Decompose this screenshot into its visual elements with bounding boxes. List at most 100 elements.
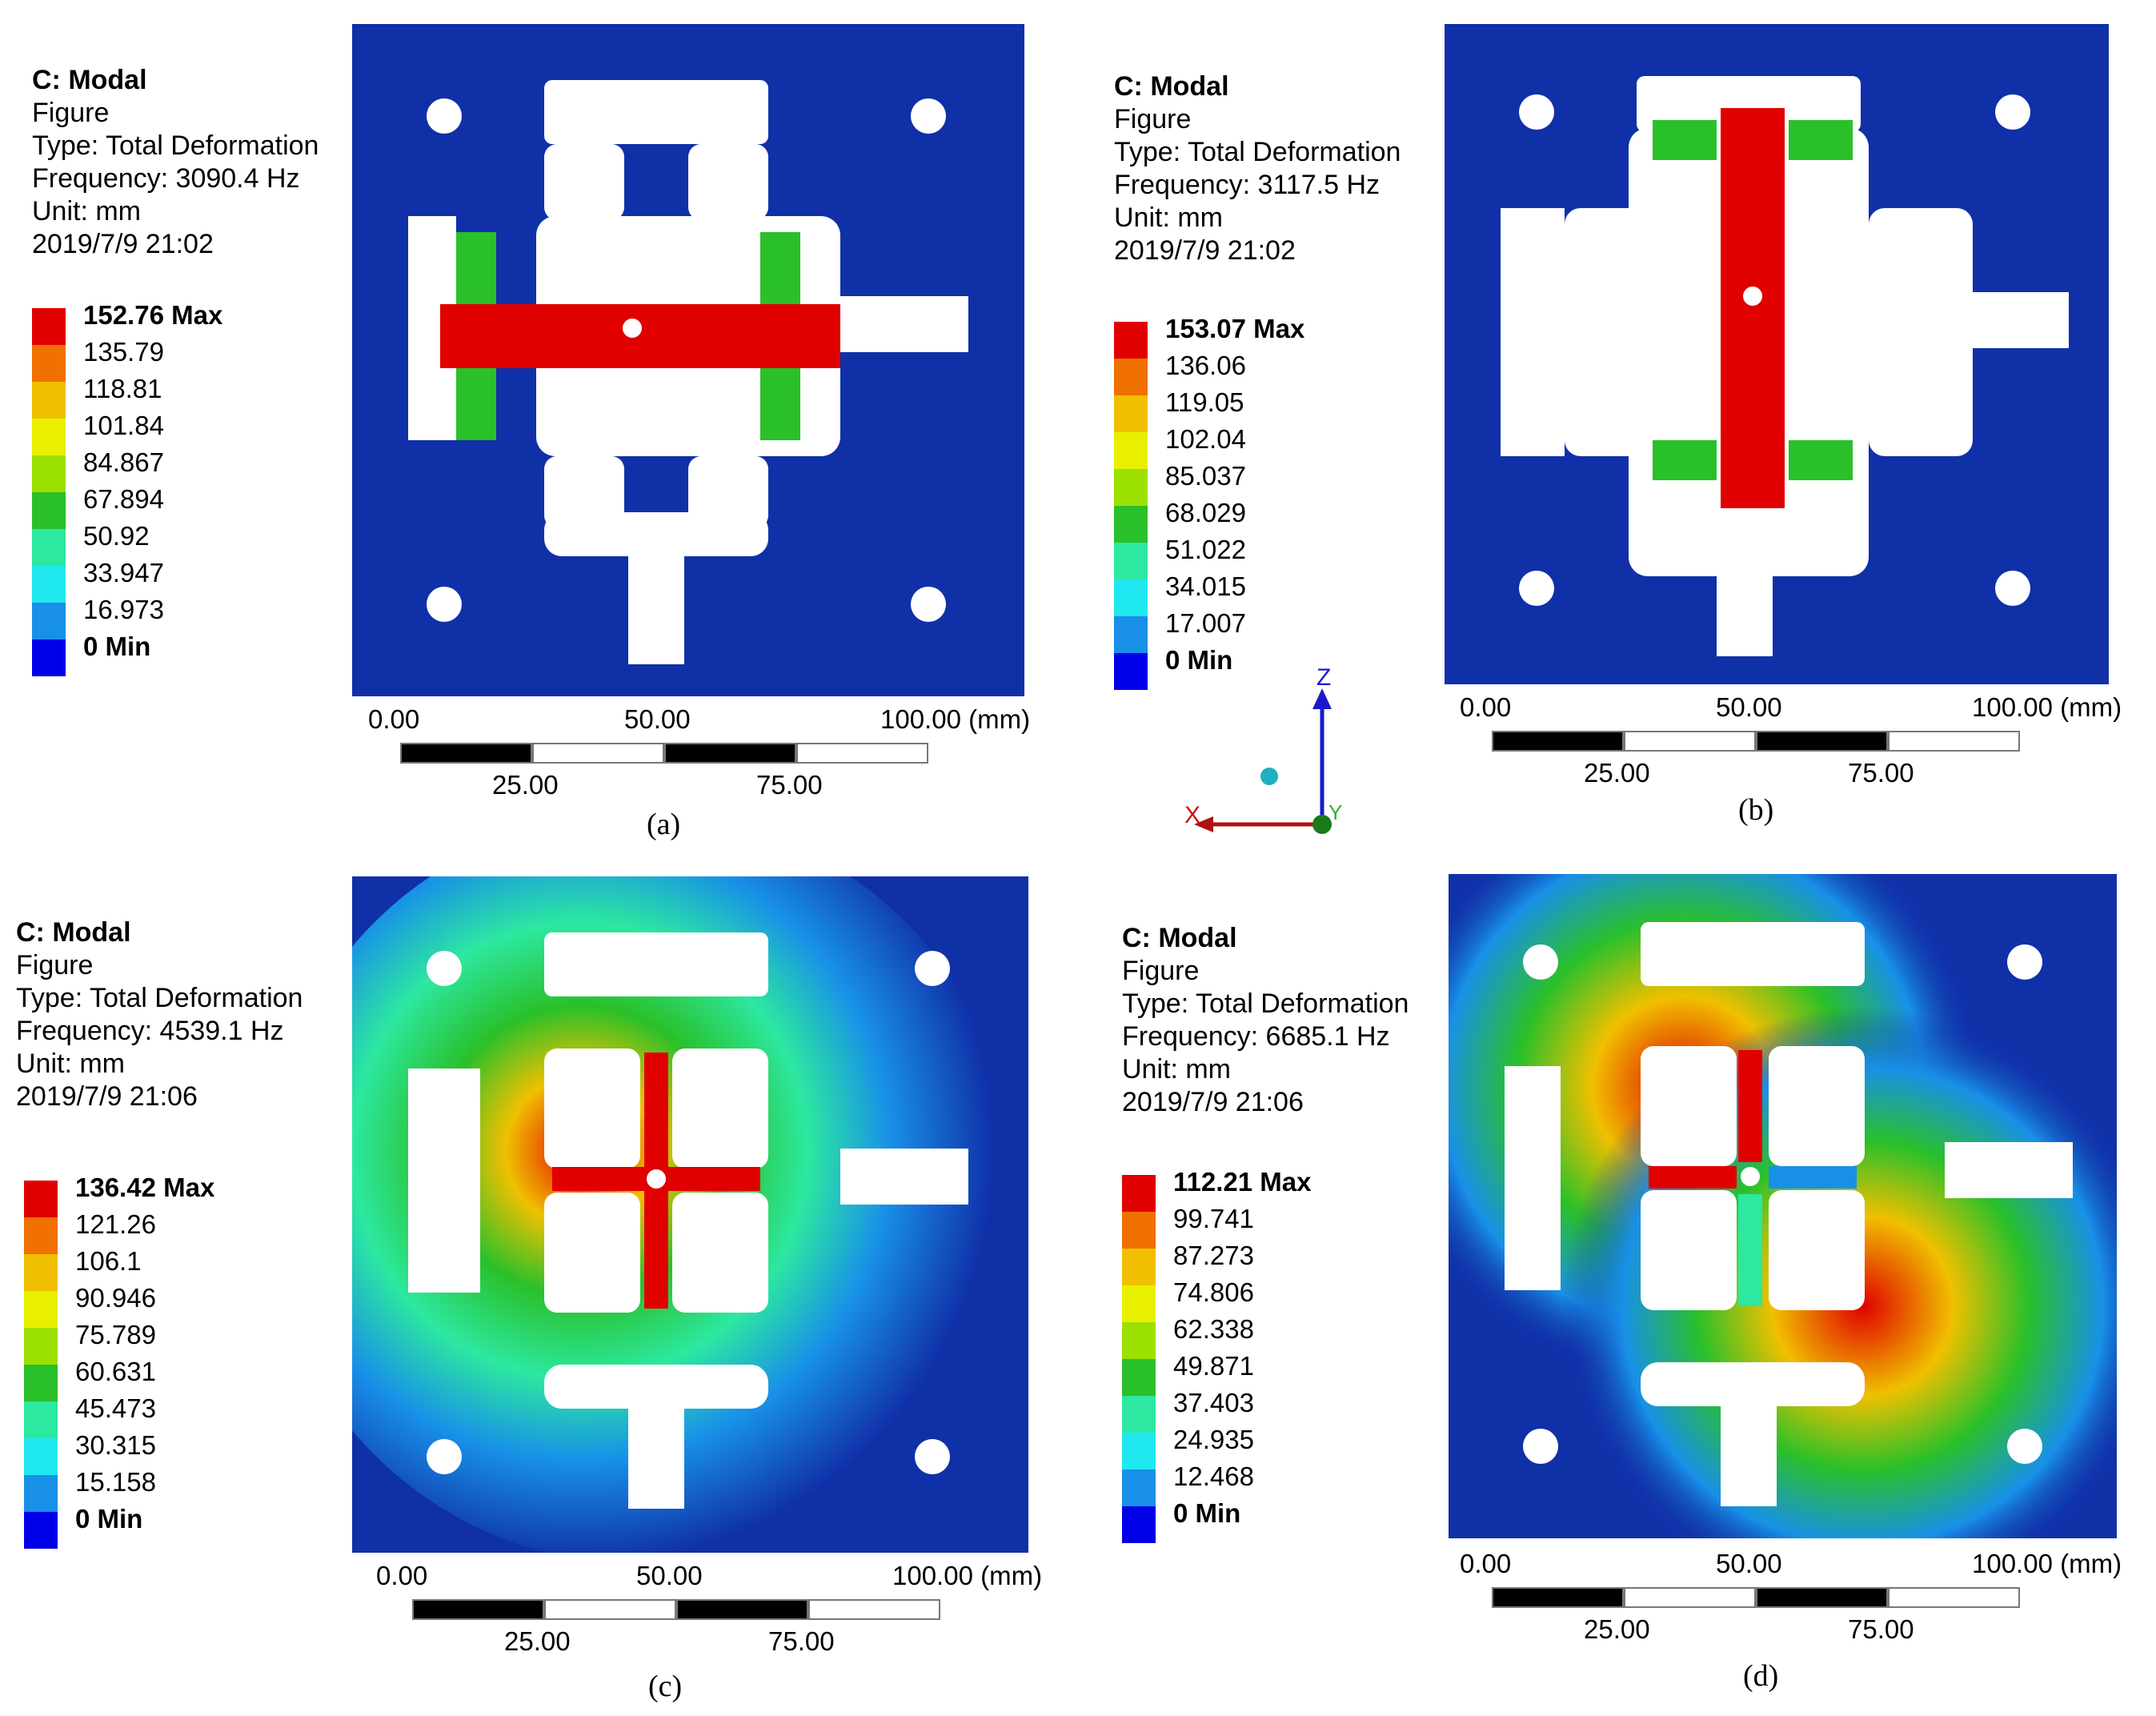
deformed-center-cross bbox=[552, 1052, 760, 1309]
caption-d: (d) bbox=[1743, 1659, 1779, 1693]
result-type: Type: Total Deformation bbox=[1122, 988, 1409, 1019]
legend-value: 62.338 bbox=[1173, 1314, 1254, 1344]
legend-value: 90.946 bbox=[75, 1283, 156, 1313]
legend-value: 85.037 bbox=[1165, 461, 1246, 491]
scale-tick: 100.00 (mm) bbox=[1972, 692, 2122, 722]
scale-tick: 25.00 bbox=[504, 1626, 571, 1656]
scale-tick: 75.00 bbox=[1848, 1614, 1914, 1644]
legend-min-value: 0 Min bbox=[1165, 645, 1233, 675]
y-axis-label: Y bbox=[1328, 800, 1342, 824]
legend-max-value: 152.76 Max bbox=[83, 300, 223, 330]
result-type: Type: Total Deformation bbox=[32, 130, 319, 161]
scale-bar-c: 0.00 50.00 100.00 (mm) 25.00 75.00 bbox=[376, 1561, 1072, 1665]
scale-tick: 100.00 (mm) bbox=[892, 1561, 1043, 1590]
legend-value: 119.05 bbox=[1165, 387, 1244, 417]
legend-max-value: 112.21 Max bbox=[1173, 1167, 1312, 1197]
analysis-title: C: Modal bbox=[1122, 923, 1237, 953]
x-axis-label: X bbox=[1184, 802, 1200, 828]
analysis-title: C: Modal bbox=[32, 65, 147, 95]
scale-tick: 100.00 (mm) bbox=[880, 704, 1031, 734]
frequency-label: Frequency: 6685.1 Hz bbox=[1122, 1021, 1390, 1052]
caption-a: (a) bbox=[647, 808, 681, 841]
deformed-beam bbox=[440, 232, 840, 440]
legend-color-bar bbox=[32, 308, 66, 676]
deformation-plot-a bbox=[352, 24, 1024, 696]
timestamp: 2019/7/9 21:06 bbox=[16, 1081, 198, 1112]
result-type: Type: Total Deformation bbox=[16, 983, 303, 1013]
legend-value: 49.871 bbox=[1173, 1351, 1254, 1381]
scale-tick: 50.00 bbox=[624, 704, 691, 734]
legend-color-bar bbox=[1122, 1175, 1156, 1543]
scale-tick: 75.00 bbox=[756, 770, 823, 800]
legend-value: 75.789 bbox=[75, 1320, 156, 1349]
scale-tick: 75.00 bbox=[768, 1626, 835, 1656]
scale-tick: 50.00 bbox=[1716, 1549, 1782, 1578]
legend-value: 67.894 bbox=[83, 484, 164, 514]
legend-value: 34.015 bbox=[1165, 571, 1246, 601]
frequency-label: Frequency: 3117.5 Hz bbox=[1114, 170, 1380, 200]
frequency-label: Frequency: 4539.1 Hz bbox=[16, 1016, 284, 1046]
legend-value: 102.04 bbox=[1165, 424, 1246, 454]
legend-value: 84.867 bbox=[83, 447, 164, 477]
legend-min-value: 0 Min bbox=[83, 631, 151, 661]
legend-value: 16.973 bbox=[83, 595, 164, 624]
legend-value: 121.26 bbox=[75, 1209, 156, 1239]
scale-tick: 25.00 bbox=[1584, 1614, 1650, 1644]
legend-value: 101.84 bbox=[83, 411, 164, 440]
deformed-beam bbox=[1653, 108, 1853, 508]
info-block-d: C: Modal Figure Type: Total Deformation … bbox=[1122, 922, 1409, 1119]
scale-tick: 25.00 bbox=[1584, 758, 1650, 788]
scale-tick: 25.00 bbox=[492, 770, 559, 800]
figure-label: Figure bbox=[16, 950, 94, 980]
scale-tick: 0.00 bbox=[1460, 1549, 1512, 1578]
info-block-a: C: Modal Figure Type: Total Deformation … bbox=[32, 64, 319, 261]
figure-label: Figure bbox=[32, 98, 110, 128]
legend-value: 45.473 bbox=[75, 1393, 156, 1423]
legend-value: 30.315 bbox=[75, 1430, 156, 1460]
scale-tick: 75.00 bbox=[1848, 758, 1914, 788]
scale-tick: 0.00 bbox=[376, 1561, 428, 1590]
timestamp: 2019/7/9 21:06 bbox=[1122, 1087, 1304, 1117]
figure-label: Figure bbox=[1114, 104, 1192, 134]
scale-tick: 0.00 bbox=[1460, 692, 1512, 722]
legend-value: 68.029 bbox=[1165, 498, 1246, 527]
caption-b: (b) bbox=[1738, 793, 1774, 827]
analysis-title: C: Modal bbox=[16, 917, 131, 948]
legend-max-value: 153.07 Max bbox=[1165, 314, 1305, 343]
scale-tick: 50.00 bbox=[1716, 692, 1782, 722]
legend-value: 15.158 bbox=[75, 1467, 156, 1497]
analysis-title: C: Modal bbox=[1114, 71, 1229, 102]
flexure-structure bbox=[1505, 922, 2073, 1506]
flexure-structure bbox=[408, 932, 968, 1509]
timestamp: 2019/7/9 21:02 bbox=[32, 229, 214, 259]
legend-value: 37.403 bbox=[1173, 1388, 1254, 1417]
info-block-b: C: Modal Figure Type: Total Deformation … bbox=[1114, 70, 1401, 267]
legend-value: 12.468 bbox=[1173, 1461, 1254, 1491]
caption-c: (c) bbox=[648, 1670, 683, 1703]
legend-value: 74.806 bbox=[1173, 1277, 1254, 1307]
legend-value: 136.06 bbox=[1165, 351, 1246, 380]
coordinate-triad: Z X Y bbox=[1184, 664, 1342, 834]
deformation-plot-c bbox=[352, 876, 1028, 1553]
unit-label: Unit: mm bbox=[1114, 202, 1223, 233]
timestamp: 2019/7/9 21:02 bbox=[1114, 235, 1296, 266]
scale-bar-a: 0.00 50.00 100.00 (mm) 25.00 75.00 bbox=[368, 704, 1064, 808]
legend-max-value: 136.42 Max bbox=[75, 1173, 215, 1202]
deformation-plot-b bbox=[1445, 24, 2109, 684]
result-type: Type: Total Deformation bbox=[1114, 137, 1401, 167]
legend-color-bar bbox=[24, 1181, 58, 1549]
scale-tick: 100.00 (mm) bbox=[1972, 1549, 2122, 1578]
legend-value: 87.273 bbox=[1173, 1241, 1254, 1270]
legend-value: 50.92 bbox=[83, 521, 150, 551]
legend-value: 24.935 bbox=[1173, 1425, 1254, 1454]
z-axis-label: Z bbox=[1316, 664, 1331, 691]
scale-bar-b: 0.00 50.00 100.00 (mm) 25.00 75.00 bbox=[1460, 692, 2156, 796]
legend-value: 51.022 bbox=[1165, 535, 1246, 564]
legend-value: 106.1 bbox=[75, 1246, 142, 1276]
legend-min-value: 0 Min bbox=[75, 1504, 143, 1534]
legend-min-value: 0 Min bbox=[1173, 1498, 1241, 1528]
legend-value: 99.741 bbox=[1173, 1204, 1254, 1233]
legend-value: 17.007 bbox=[1165, 608, 1246, 638]
scale-bar-d: 0.00 50.00 100.00 (mm) 25.00 75.00 bbox=[1460, 1549, 2156, 1653]
figure-label: Figure bbox=[1122, 956, 1200, 986]
